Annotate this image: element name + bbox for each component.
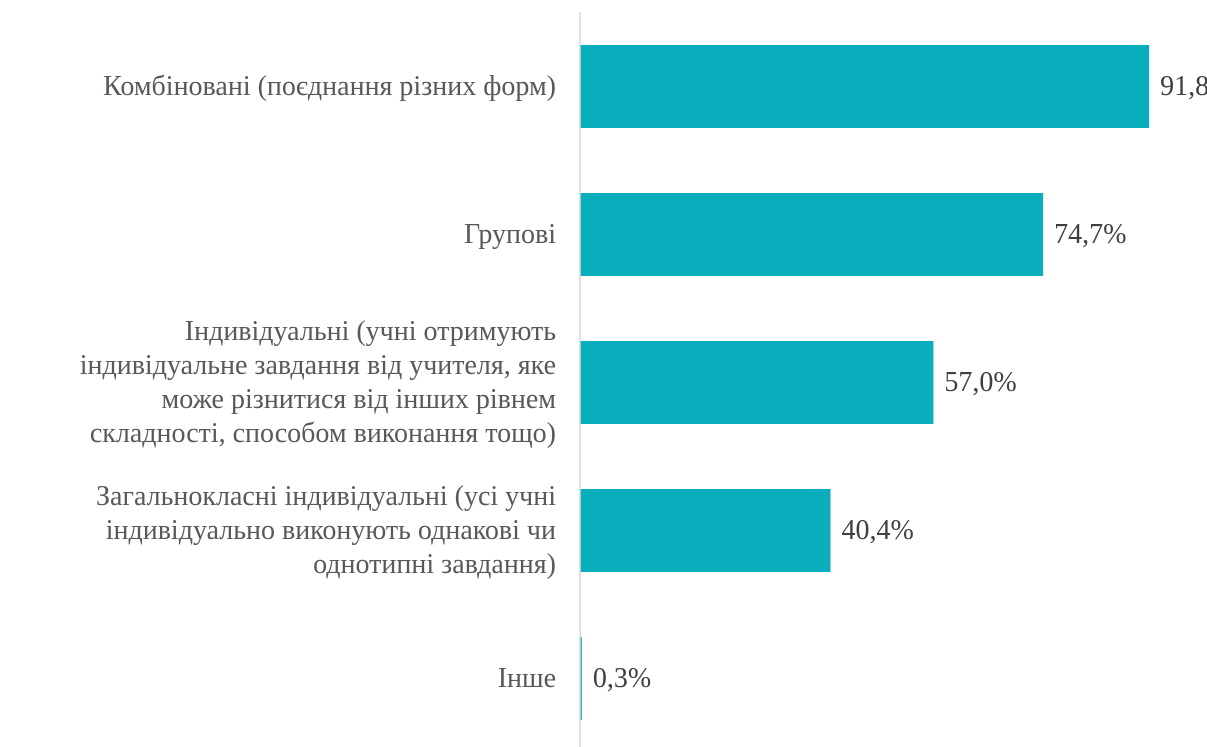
bars-group bbox=[580, 45, 1150, 720]
category-label-2-line-0: Індивідуальні (учні отримують bbox=[185, 316, 556, 347]
category-label-2-line-3: складності, способом виконання тощо) bbox=[90, 418, 556, 449]
value-label-4: 0,3% bbox=[593, 663, 651, 694]
category-label-3-line-0: Загальнокласні індивідуальні (усі учні bbox=[96, 481, 556, 512]
value-label-2: 57,0% bbox=[944, 367, 1016, 398]
category-label-1: Групові bbox=[464, 219, 556, 250]
value-labels-group: 91,8% 74,7% 57,0% 40,4% 0,3% bbox=[593, 71, 1207, 694]
category-label-3-line-1: індивідуально виконують однакові чи bbox=[106, 515, 556, 546]
bar-2 bbox=[580, 341, 934, 424]
value-label-0: 91,8% bbox=[1160, 71, 1207, 102]
category-label-3-line-2: однотипні завдання) bbox=[313, 549, 556, 580]
bar-0 bbox=[580, 45, 1150, 128]
category-label-2-line-1: індивідуальне завдання від учителя, яке bbox=[80, 350, 556, 381]
category-label-0: Комбіновані (поєднання різних форм) bbox=[103, 71, 556, 102]
category-label-1-line-0: Групові bbox=[464, 219, 556, 250]
bar-1 bbox=[580, 193, 1044, 276]
bar-3 bbox=[580, 489, 831, 572]
value-label-3: 40,4% bbox=[841, 515, 913, 546]
category-labels-group: Комбіновані (поєднання різних форм) Групо… bbox=[80, 71, 557, 694]
bar-4 bbox=[580, 637, 582, 720]
category-label-4: Інше bbox=[498, 663, 556, 694]
category-label-3: Загальнокласні індивідуальні (усі учні ін… bbox=[96, 481, 556, 580]
category-label-0-line-0: Комбіновані (поєднання різних форм) bbox=[103, 71, 556, 102]
category-label-4-line-0: Інше bbox=[498, 663, 556, 694]
value-label-1: 74,7% bbox=[1054, 219, 1126, 250]
category-label-2: Індивідуальні (учні отримують індивідуаль… bbox=[80, 316, 557, 449]
category-label-2-line-2: може різнитися від інших рівнем bbox=[162, 384, 557, 415]
